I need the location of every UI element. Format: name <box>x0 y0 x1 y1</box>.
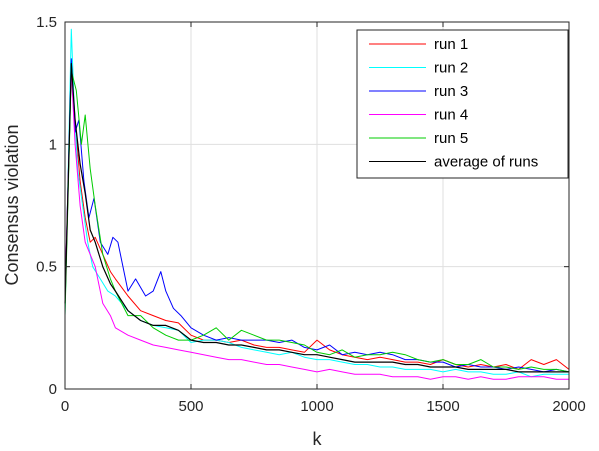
series-line-average-of-runs <box>64 62 569 373</box>
ticks: 0 500 1000 1500 2000 0 0.5 1 1.5 <box>36 14 586 415</box>
y-axis-label: Consensus violation <box>2 124 22 285</box>
legend: run 1 run 2 run 3 run 4 run 5 average of runs <box>356 29 569 179</box>
legend-entry-label: average of runs <box>434 154 538 171</box>
x-axis-label: k <box>313 429 323 449</box>
y-tick-label: 1.5 <box>36 14 57 31</box>
series-layer <box>64 28 570 380</box>
x-tick-label: 500 <box>178 398 203 415</box>
x-tick-label: 2000 <box>552 398 585 415</box>
series-line-run-4 <box>64 70 569 380</box>
x-tick-label: 1500 <box>426 398 459 415</box>
legend-entry-label: run 3 <box>434 83 468 100</box>
legend-entry-label: run 2 <box>434 60 468 77</box>
x-tick-label: 1000 <box>300 398 333 415</box>
legend-entry-label: run 4 <box>434 107 468 124</box>
legend-box <box>356 29 569 179</box>
series-line-run-2 <box>64 28 569 378</box>
y-tick-label: 1 <box>49 136 57 153</box>
x-tick-label: 0 <box>61 398 69 415</box>
legend-entry-label: run 1 <box>434 36 468 53</box>
y-tick-label: 0 <box>49 381 57 398</box>
y-tick-label: 0.5 <box>36 259 57 276</box>
legend-entry-label: run 5 <box>434 130 468 147</box>
series-line-run-5 <box>64 70 570 373</box>
